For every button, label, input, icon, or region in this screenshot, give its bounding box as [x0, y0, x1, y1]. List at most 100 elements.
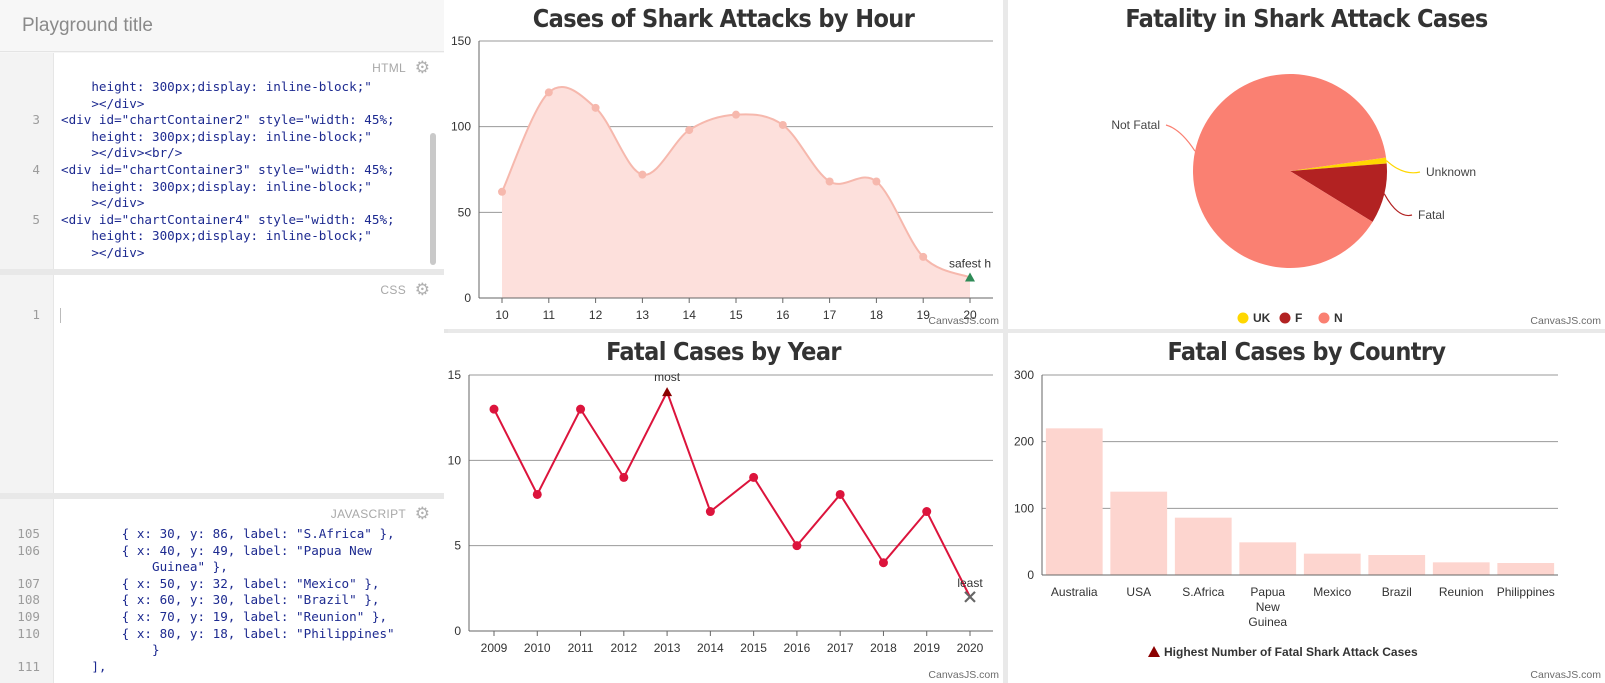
code-text[interactable]: { x: 50, y: 32, label: "Mexico" },	[61, 575, 380, 591]
code-line[interactable]: 108 { x: 60, y: 30, label: "Brazil" },	[0, 592, 444, 609]
code-text[interactable]: height: 300px;display: inline-block;"	[61, 228, 372, 244]
javascript-settings-gear-icon[interactable]: ⚙	[414, 504, 430, 523]
code-line[interactable]: ></div>	[0, 195, 444, 212]
code-line[interactable]: ></div>	[0, 96, 444, 113]
canvasjs-credit[interactable]: CanvasJS.com	[928, 315, 999, 327]
chart-country-cell: Fatal Cases by Country 0 100 200 300 Austral…	[1008, 333, 1605, 683]
x-tick-label: 17	[823, 308, 837, 322]
code-line[interactable]: 5 <div id="chartContainer4" style="width:…	[0, 212, 444, 229]
code-line[interactable]: 4 <div id="chartContainer3" style="width:…	[0, 162, 444, 179]
canvasjs-credit[interactable]: CanvasJS.com	[1530, 315, 1601, 327]
code-text[interactable]: { x: 80, y: 18, label: "Philippines"	[61, 625, 395, 641]
x-tick-label: USA	[1126, 585, 1151, 599]
pane-divider[interactable]	[0, 493, 444, 499]
javascript-pane-label: JAVASCRIPT	[330, 507, 406, 521]
code-line[interactable]: height: 300px;display: inline-block;"	[0, 179, 444, 196]
code-line[interactable]: height: 300px;display: inline-block;"	[0, 79, 444, 96]
x-tick-label: 2013	[654, 641, 681, 655]
code-text[interactable]: ></div><br/>	[61, 145, 183, 161]
legend-marker	[1279, 312, 1291, 324]
x-tick-label: Australia	[1051, 585, 1098, 599]
css-code[interactable]: 1	[0, 307, 444, 324]
code-line[interactable]: height: 300px;display: inline-block;"	[0, 228, 444, 245]
code-text[interactable]: <div id="chartContainer4" style="width: …	[61, 211, 395, 227]
line-series	[493, 389, 971, 598]
code-text[interactable]: <div id="chartContainer3" style="width: …	[61, 161, 395, 177]
playground-title[interactable]: Playground title	[22, 15, 153, 36]
line-number: 111	[17, 658, 40, 674]
javascript-code[interactable]: 105 { x: 30, y: 86, label: "S.Africa" },…	[0, 526, 444, 675]
y-tick-label: 100	[451, 120, 471, 134]
code-text[interactable]: <div id="chartContainer2" style="width: …	[61, 112, 395, 128]
html-code[interactable]: height: 300px;display: inline-block;" ><…	[0, 79, 444, 262]
line-number: 109	[17, 608, 40, 624]
bar	[1368, 555, 1426, 575]
canvasjs-credit[interactable]: CanvasJS.com	[1530, 669, 1601, 681]
code-line[interactable]: 107 { x: 50, y: 32, label: "Mexico" },	[0, 576, 444, 593]
data-point	[732, 110, 740, 119]
legend-label: Highest Number of Fatal Shark Attack Cas…	[1164, 645, 1418, 659]
code-line[interactable]: 105 { x: 30, y: 86, label: "S.Africa" },	[0, 526, 444, 543]
title-bar: Playground title	[0, 0, 444, 52]
html-settings-gear-icon[interactable]: ⚙	[414, 58, 430, 77]
data-point	[825, 177, 834, 186]
code-text[interactable]: { x: 30, y: 86, label: "S.Africa" },	[61, 526, 395, 541]
legend-marker	[1318, 312, 1330, 324]
css-editor-pane[interactable]: CSS ⚙ 1	[0, 275, 444, 493]
data-point	[922, 507, 932, 517]
x-tick-label: 12	[589, 308, 603, 322]
line-gutter	[0, 275, 54, 493]
code-line[interactable]: 109 { x: 70, y: 19, label: "Reunion" },	[0, 609, 444, 626]
code-text[interactable]: Guinea" },	[61, 559, 228, 575]
code-text[interactable]: height: 300px;display: inline-block;"	[61, 79, 372, 94]
code-text[interactable]: height: 300px;display: inline-block;"	[61, 178, 372, 194]
pie-slice-label: Unknown	[1426, 165, 1476, 179]
css-settings-gear-icon[interactable]: ⚙	[414, 280, 430, 299]
pie-slice	[1290, 163, 1387, 222]
x-tick-label: 18	[870, 308, 884, 322]
pie-slice	[1193, 74, 1387, 269]
code-line[interactable]: 110 { x: 80, y: 18, label: "Philippines"	[0, 626, 444, 643]
code-line[interactable]: 111 ],	[0, 659, 444, 676]
chart-year-cell: Fatal Cases by Year 0 5 10 15 most least 2009 2…	[444, 333, 1003, 683]
data-point	[872, 177, 881, 186]
canvasjs-credit[interactable]: CanvasJS.com	[928, 669, 999, 681]
chart-fatality-cell: Fatality in Shark Attack Cases Unknown Fa…	[1008, 0, 1605, 329]
line-number: 107	[17, 575, 40, 591]
code-text[interactable]: ],	[61, 658, 107, 674]
code-text[interactable]: { x: 70, y: 19, label: "Reunion" },	[61, 608, 388, 624]
legend-marker	[1148, 646, 1160, 657]
code-text[interactable]: ></div>	[61, 244, 145, 260]
chart-title: Fatality in Shark Attack Cases	[1125, 4, 1488, 33]
code-line[interactable]: height: 300px;display: inline-block;"	[0, 129, 444, 146]
code-text[interactable]: }	[61, 642, 160, 658]
pie-slice-label: Fatal	[1418, 208, 1445, 222]
code-line[interactable]: ></div><br/>	[0, 145, 444, 162]
code-line[interactable]: 106 { x: 40, y: 49, label: "Papua New	[0, 543, 444, 560]
code-line[interactable]: Guinea" },	[0, 559, 444, 576]
code-text[interactable]: height: 300px;display: inline-block;"	[61, 128, 372, 144]
code-line[interactable]: }	[0, 642, 444, 659]
code-text[interactable]: { x: 40, y: 49, label: "Papua New	[61, 542, 372, 558]
html-scrollbar[interactable]	[430, 133, 436, 265]
code-text[interactable]: ></div>	[61, 195, 145, 211]
code-line[interactable]: 3 <div id="chartContainer2" style="width:…	[0, 112, 444, 129]
javascript-editor-pane[interactable]: JAVASCRIPT ⚙ 105 { x: 30, y: 86, label: …	[0, 499, 444, 683]
y-tick-label: 0	[1027, 568, 1034, 582]
chart-year-plot: 0 5 10 15 most least 2009 2010 2011 2012 2013 2014 2…	[448, 368, 993, 655]
x-tick-label: 2015	[740, 641, 767, 655]
line-number: 3	[32, 112, 40, 128]
pie-slice-label: Not Fatal	[1111, 118, 1160, 132]
pane-divider[interactable]	[0, 269, 444, 275]
line-gutter	[0, 53, 54, 269]
x-tick-label: 2016	[784, 641, 811, 655]
code-text[interactable]: { x: 60, y: 30, label: "Brazil" },	[61, 592, 380, 608]
annotation-label: least	[957, 576, 983, 590]
code-line[interactable]: 1	[0, 307, 444, 324]
data-point	[591, 103, 600, 112]
code-line[interactable]: ></div>	[0, 245, 444, 262]
html-editor-pane[interactable]: HTML ⚙ height: 300px;display: inline-blo…	[0, 53, 444, 269]
code-text[interactable]: ></div>	[61, 95, 145, 111]
x-tick-label: 14	[683, 308, 697, 322]
